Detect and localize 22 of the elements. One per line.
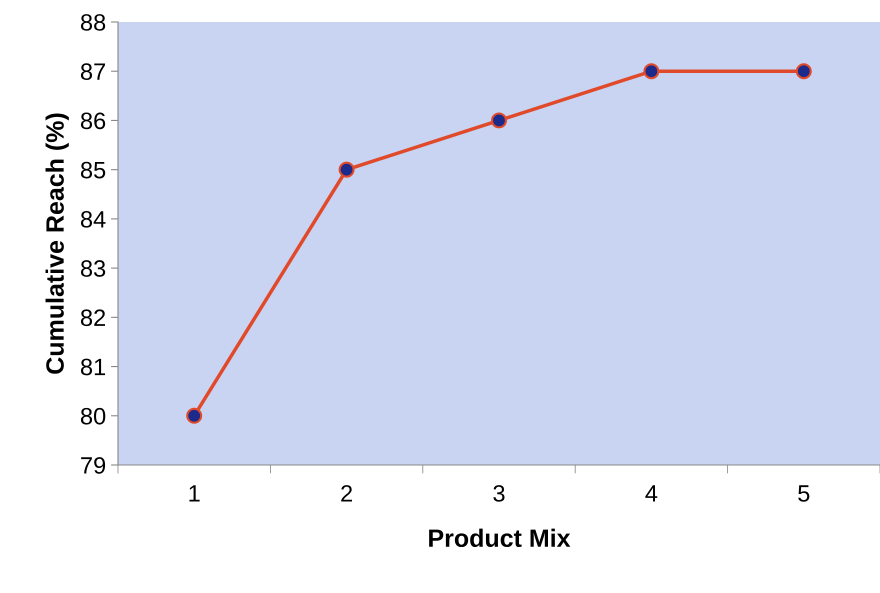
x-axis-title: Product Mix	[429, 528, 570, 548]
point	[796, 63, 812, 80]
y-tick-label: 83	[80, 260, 106, 277]
x-tick-label: 1	[189, 485, 200, 502]
y-tick-label: 84	[80, 210, 106, 228]
y-tick-label: 82	[80, 309, 106, 326]
x-tick-label: 3	[493, 485, 505, 502]
point	[338, 162, 355, 178]
y-tick-label: 79	[81, 457, 106, 474]
point	[491, 112, 507, 128]
y-tick-label: 81	[80, 358, 106, 376]
y-axis-title: Cumulative Reach (%)	[46, 113, 69, 374]
y-tick-label: 88	[80, 14, 106, 31]
point	[186, 408, 202, 424]
y-tick-label: 87	[80, 63, 106, 80]
y-tick-label: 85	[80, 162, 106, 178]
x-tick-label: 2	[341, 485, 352, 502]
x-tick-label: 5	[798, 485, 810, 502]
point	[643, 63, 660, 80]
x-tick-label: 4	[645, 485, 658, 502]
y-tick-label: 80	[80, 408, 106, 425]
y-tick-label: 86	[80, 112, 106, 130]
